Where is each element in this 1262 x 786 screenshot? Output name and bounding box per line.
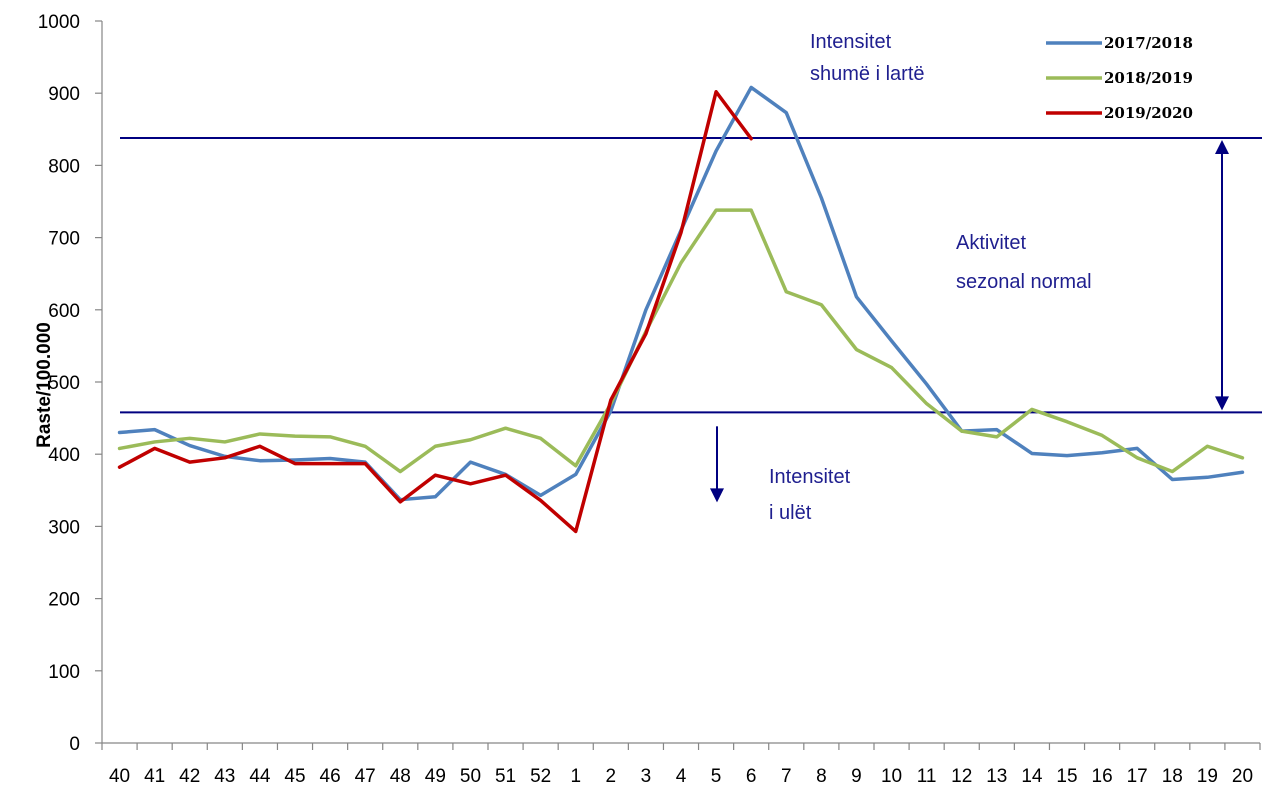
x-tick-label: 48 xyxy=(390,766,411,786)
x-tick-label: 45 xyxy=(284,766,305,786)
x-tick-label: 46 xyxy=(320,766,341,786)
y-tick-label: 1000 xyxy=(38,12,80,33)
annotation-very-high-line1: Intensitet xyxy=(810,31,892,53)
x-tick-label: 4 xyxy=(676,766,687,786)
x-tick-label: 13 xyxy=(986,766,1007,786)
arrow-down-head xyxy=(1215,396,1229,411)
x-tick-label: 11 xyxy=(917,766,937,786)
x-tick-label: 1 xyxy=(570,766,581,786)
y-axis-title: Raste/100.000 xyxy=(34,322,55,448)
x-tick-label: 42 xyxy=(179,766,200,786)
x-tick-label: 5 xyxy=(711,766,722,786)
y-tick-label: 200 xyxy=(48,590,80,611)
x-tick-label: 7 xyxy=(781,766,792,786)
x-tick-label: 8 xyxy=(816,766,827,786)
threshold-lines xyxy=(120,136,1262,414)
x-tick-label: 10 xyxy=(881,766,902,786)
low-arrow-head xyxy=(710,488,724,503)
annotation-normal-line1: Aktivitet xyxy=(956,232,1026,254)
x-tick-label: 51 xyxy=(495,766,516,786)
x-tick-label: 50 xyxy=(460,766,481,786)
x-tick-label: 47 xyxy=(355,766,376,786)
x-tick-label: 49 xyxy=(425,766,446,786)
x-tick-label: 2 xyxy=(606,766,617,786)
annotation-very-high-line2: shumë i lartë xyxy=(810,63,925,85)
x-tick-label: 12 xyxy=(951,766,972,786)
y-tick-label: 500 xyxy=(48,373,80,394)
x-tick-label: 52 xyxy=(530,766,551,786)
legend: 2017/2018 2018/2019 2019/2020 xyxy=(1046,34,1193,122)
annotation-low-line1: Intensitet xyxy=(769,466,851,488)
legend-label-2018-2019: 2018/2019 xyxy=(1104,69,1193,87)
arrow-up-head xyxy=(1215,139,1229,154)
x-tick-label: 15 xyxy=(1056,766,1077,786)
x-tick-label: 17 xyxy=(1127,766,1148,786)
y-tick-label: 800 xyxy=(48,156,80,177)
x-tick-label: 14 xyxy=(1021,766,1043,786)
series-line-2017-2018 xyxy=(117,85,1245,502)
annotation-low-line2: i ulët xyxy=(769,502,812,524)
series-line-2018-2019 xyxy=(117,208,1245,474)
x-tick-label: 20 xyxy=(1232,766,1253,786)
legend-label-2017-2018: 2017/2018 xyxy=(1104,34,1193,52)
x-tick-label: 43 xyxy=(214,766,235,786)
x-tick-label: 44 xyxy=(249,766,271,786)
x-tick-label: 19 xyxy=(1197,766,1218,786)
x-tick-label: 41 xyxy=(144,766,165,786)
annotation-arrows xyxy=(710,139,1229,503)
y-tick-label: 100 xyxy=(48,662,80,683)
x-tick-label: 6 xyxy=(746,766,757,786)
series-lines xyxy=(117,85,1245,534)
y-tick-label: 700 xyxy=(48,229,80,250)
annotation-normal-line2: sezonal normal xyxy=(956,271,1092,293)
x-tick-label: 9 xyxy=(851,766,862,786)
x-tick-label: 16 xyxy=(1092,766,1113,786)
series-line-2019-2020 xyxy=(117,90,753,534)
y-tick-label: 0 xyxy=(69,734,80,755)
y-tick-label: 600 xyxy=(48,301,80,322)
x-tick-label: 40 xyxy=(109,766,130,786)
x-tick-label: 3 xyxy=(641,766,652,786)
y-tick-label: 400 xyxy=(48,445,80,466)
legend-label-2019-2020: 2019/2020 xyxy=(1104,104,1193,122)
y-tick-label: 300 xyxy=(48,517,80,538)
x-tick-label: 18 xyxy=(1162,766,1183,786)
y-tick-label: 900 xyxy=(48,84,80,105)
